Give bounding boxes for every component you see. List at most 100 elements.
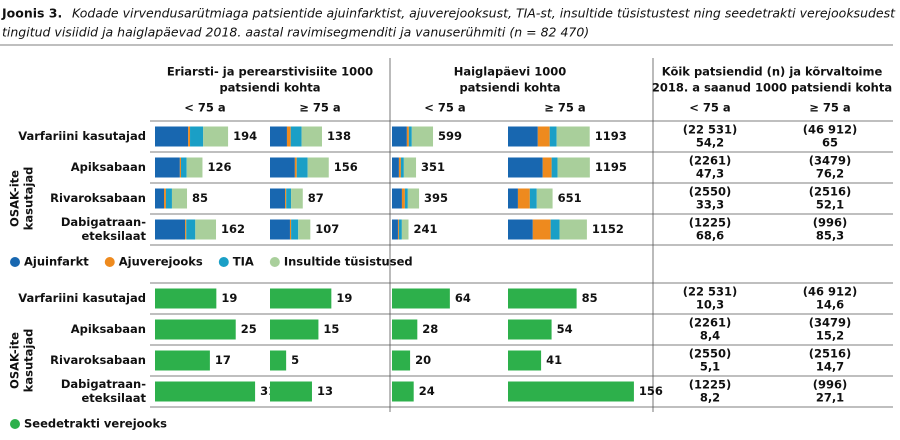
bar-segment [155,381,256,402]
table-cell: 33,3 [696,198,724,212]
row-label: eteksilaat [82,391,147,405]
bar-segment [398,219,402,240]
bar-segment [190,126,204,147]
row-label: Rivaroksabaan [50,191,146,205]
table-cell: 8,2 [700,391,720,405]
bar-total-label: 651 [558,191,582,205]
bar-total-label: 24 [419,384,435,398]
bar-segment [392,157,399,178]
bar-segment [392,319,418,340]
bar-segment [270,219,290,240]
table-cell: 52,1 [816,198,844,212]
bar-segment [406,126,409,147]
bar-total-label: 54 [557,322,573,336]
table-cell: (2550) [689,185,732,199]
bar-segment [401,219,409,240]
bar-segment [285,188,287,209]
table-cell: (996) [813,216,848,230]
bar-total-label: 28 [422,322,438,336]
bar-segment [155,126,189,147]
side-label-line: kasutajad [22,329,36,393]
bar-segment [289,219,292,240]
table-cell: (996) [813,378,848,392]
bar-segment [270,188,286,209]
title-line: tingitud visiidid ja haiglapäevad 2018. … [2,25,589,40]
column-header: patsiendi kohta [459,81,560,95]
bar-total-label: 87 [308,191,324,205]
bar-segment [400,157,404,178]
table-cell: 5,1 [700,360,720,374]
table-cell: (2516) [809,185,852,199]
bar-segment [392,350,411,371]
bar-total-label: 41 [546,353,562,367]
table-cell: (46 912) [803,123,858,137]
bar-total-label: 85 [582,291,598,305]
bar-segment [165,188,172,209]
bar-total-label: 241 [414,222,438,236]
bar-total-label: 138 [327,129,351,143]
side-label: OSAK-ite kasutajad [8,167,36,231]
title-line: Kodade virvendusarütmiaga patsientide aj… [72,6,896,21]
table-cell: 68,6 [696,229,724,243]
bar-total-label: 15 [323,322,339,336]
legend-swatch [269,257,280,267]
table-cell: (3479) [809,154,852,168]
table-cell: 27,1 [816,391,844,405]
legend-label: Ajuinfarkt [24,255,89,269]
legend-swatch [218,257,229,267]
legend-swatch [10,419,20,429]
bar-segment [270,381,312,402]
table-cell: 10,3 [696,298,724,312]
age-header: < 75 a [689,101,730,115]
bar-segment [290,126,302,147]
table-cell: 14,6 [816,298,844,312]
legend-label: Seedetrakti verejooks [24,417,167,431]
bar-segment [291,188,303,209]
bar-segment [155,219,186,240]
bar-total-label: 20 [415,353,431,367]
table-cell: 65 [822,136,838,150]
bar-segment [508,350,542,371]
bar-segment [203,126,229,147]
table-cell: (46 912) [803,285,858,299]
row-label: Apiksabaan [71,322,146,336]
bar-segment [532,219,551,240]
legend-label: Insultide tüsistused [284,255,413,269]
table-cell: (22 531) [683,285,738,299]
bar-segment [179,157,181,178]
bar-segment [551,157,558,178]
bar-total-label: 107 [315,222,339,236]
row-label: Rivaroksabaan [50,353,146,367]
bar-segment [559,219,587,240]
bar-segment [508,188,518,209]
bar-segment [392,126,407,147]
bar-segment [508,319,552,340]
bar-segment [291,219,299,240]
table-cell: 47,3 [696,167,724,181]
bar-segment [398,157,401,178]
table-cell: (2516) [809,347,852,361]
bar-segment [508,219,533,240]
table-cell: (2550) [689,347,732,361]
bar-segment [301,126,322,147]
bar-total-label: 64 [455,291,471,305]
bar-total-label: 25 [241,322,257,336]
age-header: ≥ 75 a [299,101,340,115]
bar-segment [171,188,188,209]
bar-segment [557,157,590,178]
bar-segment [286,188,292,209]
bar-segment [397,219,399,240]
bar-total-label: 19 [336,291,352,305]
bar-total-label: 1195 [595,160,627,174]
age-header: ≥ 75 a [809,101,850,115]
bar-total-label: 599 [438,129,462,143]
bar-segment [155,350,210,371]
bar-segment [529,188,537,209]
bar-segment [164,188,166,209]
bar-segment [188,126,191,147]
table-cell: 15,2 [816,329,844,343]
bar-segment [270,319,319,340]
bar-total-label: 351 [421,160,445,174]
bar-segment [270,288,332,309]
